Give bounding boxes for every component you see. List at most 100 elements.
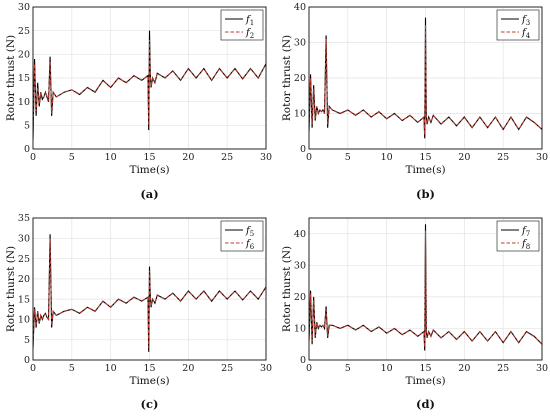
x-tick-label: 0 (306, 152, 312, 163)
chart-panel: 0 5 10 15 20 25 30 0 5 10 15 20 25 30 35 Time(s) Rotor t… (5, 213, 272, 411)
legend-label-base: f (521, 239, 528, 250)
y-tick-label: 20 (294, 73, 306, 84)
legend-label-subscript: 7 (526, 230, 530, 238)
y-tick-label: 0 (24, 355, 30, 366)
y-tick-label: 30 (18, 2, 30, 13)
legend-label: f4 (521, 28, 531, 41)
x-tick-label: 5 (345, 363, 351, 374)
legend-label-base: f (245, 226, 252, 237)
legend-label: f8 (521, 239, 530, 252)
y-tick-label: 10 (294, 324, 306, 335)
legend-label-base: f (245, 15, 252, 26)
y-tick-label: 15 (18, 294, 30, 305)
legend-label: f6 (245, 239, 255, 252)
legend-label: f1 (245, 15, 254, 28)
legend-box (220, 9, 264, 41)
y-tick-label: 30 (294, 38, 306, 49)
x-axis-label: Time(s) (405, 375, 445, 387)
y-tick-label: 0 (300, 144, 306, 155)
legend-label-subscript: 4 (526, 32, 531, 40)
x-tick-label: 10 (105, 363, 117, 374)
y-axis-label: Rotor thurst (N) (281, 246, 293, 332)
legend-label-base: f (245, 239, 252, 250)
legend-label-subscript: 2 (250, 32, 254, 40)
x-tick-label: 5 (69, 152, 75, 163)
y-tick-label: 20 (294, 292, 306, 303)
x-tick-label: 20 (182, 363, 194, 374)
y-tick-label: 20 (18, 274, 30, 285)
chart-panel: 0 5 10 15 20 25 30 0 10 20 30 40 Time(s) Rotor thrust… (281, 2, 548, 201)
panel-label: (b) (416, 187, 435, 201)
legend-label-subscript: 6 (250, 243, 255, 251)
y-tick-label: 20 (18, 50, 30, 61)
chart-panel: 0 5 10 15 20 25 30 0 10 20 30 40 Time(s) Rotor thurst… (281, 217, 548, 411)
legend-label-base: f (521, 226, 528, 237)
x-tick-label: 15 (419, 363, 431, 374)
legend-label-subscript: 3 (526, 19, 530, 27)
y-tick-label: 25 (18, 26, 30, 37)
y-tick-label: 0 (300, 355, 306, 366)
y-tick-label: 10 (18, 97, 30, 108)
x-tick-label: 25 (497, 363, 509, 374)
legend-label-subscript: 1 (250, 19, 254, 27)
y-tick-label: 40 (294, 229, 306, 240)
y-tick-label: 30 (18, 233, 30, 244)
panel-label: (a) (140, 187, 158, 201)
x-axis-label: Time(s) (129, 164, 169, 176)
axes-frame (32, 217, 267, 361)
y-axis-label: Rotor thrust (N) (281, 35, 293, 121)
x-tick-label: 25 (221, 152, 233, 163)
chart-panel: 0 5 10 15 20 25 30 0 5 10 15 20 25 30 Time(s) Rotor thr… (5, 2, 272, 201)
y-tick-label: 10 (294, 109, 306, 120)
y-tick-label: 15 (18, 73, 30, 84)
legend-label: f7 (521, 226, 530, 239)
x-tick-label: 5 (69, 363, 75, 374)
x-tick-label: 0 (30, 152, 36, 163)
x-tick-label: 30 (260, 363, 272, 374)
panel-label: (d) (416, 397, 435, 411)
x-tick-label: 20 (458, 363, 470, 374)
x-tick-label: 20 (182, 152, 194, 163)
y-axis-label: Rotor thurst (N) (5, 246, 17, 332)
legend-label: f5 (245, 226, 254, 239)
x-tick-label: 15 (143, 152, 155, 163)
y-tick-label: 35 (18, 213, 30, 224)
x-tick-label: 25 (497, 152, 509, 163)
series-line-f4 (309, 24, 542, 135)
y-tick-label: 0 (24, 144, 30, 155)
y-tick-label: 25 (18, 254, 30, 265)
legend-label-base: f (245, 28, 252, 39)
legend-box (220, 220, 264, 252)
legend-label-base: f (521, 15, 528, 26)
x-axis-label: Time(s) (129, 375, 169, 387)
axes-frame (308, 6, 543, 150)
x-tick-label: 25 (221, 363, 233, 374)
x-tick-label: 0 (30, 363, 36, 374)
x-tick-label: 30 (536, 363, 548, 374)
legend-box (496, 9, 540, 41)
axes-frame (308, 217, 543, 361)
x-tick-label: 15 (419, 152, 431, 163)
x-tick-label: 5 (345, 152, 351, 163)
series-line-f8 (309, 230, 542, 348)
series-line-f2 (33, 40, 266, 140)
y-axis-label: Rotor thrust (N) (5, 35, 17, 121)
legend-label-subscript: 5 (250, 230, 254, 238)
x-tick-label: 30 (260, 152, 272, 163)
x-tick-label: 15 (143, 363, 155, 374)
axes-frame (32, 6, 267, 150)
legend-label-base: f (521, 28, 528, 39)
x-tick-label: 10 (381, 152, 393, 163)
legend-label: f3 (521, 15, 530, 28)
x-axis-label: Time(s) (405, 164, 445, 176)
x-tick-label: 0 (306, 363, 312, 374)
series-line-f6 (33, 238, 266, 348)
x-tick-label: 10 (105, 152, 117, 163)
x-tick-label: 30 (536, 152, 548, 163)
legend-label: f2 (245, 28, 254, 41)
x-tick-label: 20 (458, 152, 470, 163)
legend-box (496, 220, 540, 252)
y-tick-label: 40 (294, 2, 306, 13)
y-tick-label: 10 (18, 315, 30, 326)
